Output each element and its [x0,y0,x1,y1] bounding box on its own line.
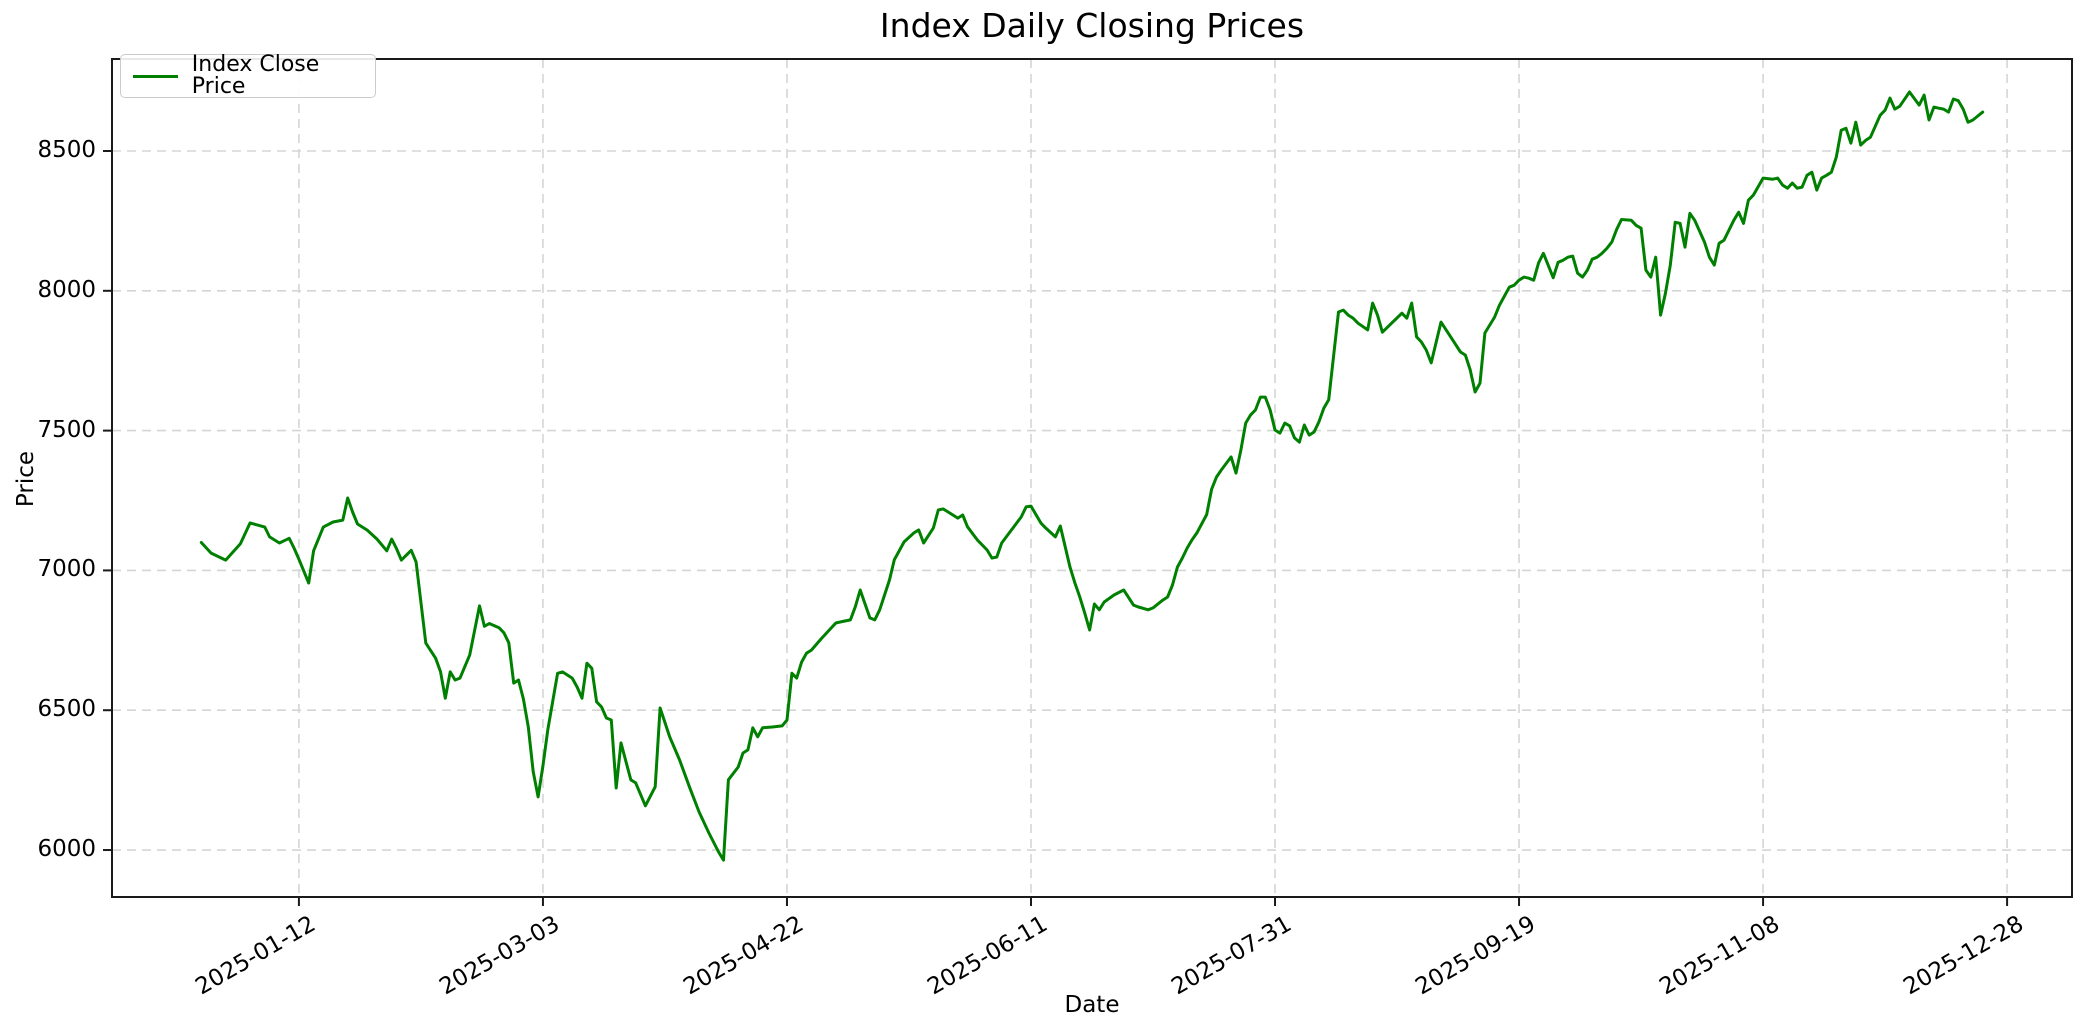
y-tick-label: 8500 [37,136,96,163]
legend-line-sample [133,74,178,78]
chart-title: Index Daily Closing Prices [879,6,1305,45]
y-tick-label: 7000 [37,556,96,583]
y-tick-label: 8000 [37,276,96,303]
price-line-series [199,90,1985,862]
plot-border [111,58,2073,898]
y-tick-label: 7500 [37,416,96,443]
y-tick-label: 6000 [37,836,96,863]
legend: Index Close Price [120,54,376,98]
legend-label: Index Close Price [191,52,320,99]
x-axis-label: Date [1064,992,1120,1018]
y-axis-label: Price [13,450,39,508]
y-tick-label: 6500 [37,696,96,723]
